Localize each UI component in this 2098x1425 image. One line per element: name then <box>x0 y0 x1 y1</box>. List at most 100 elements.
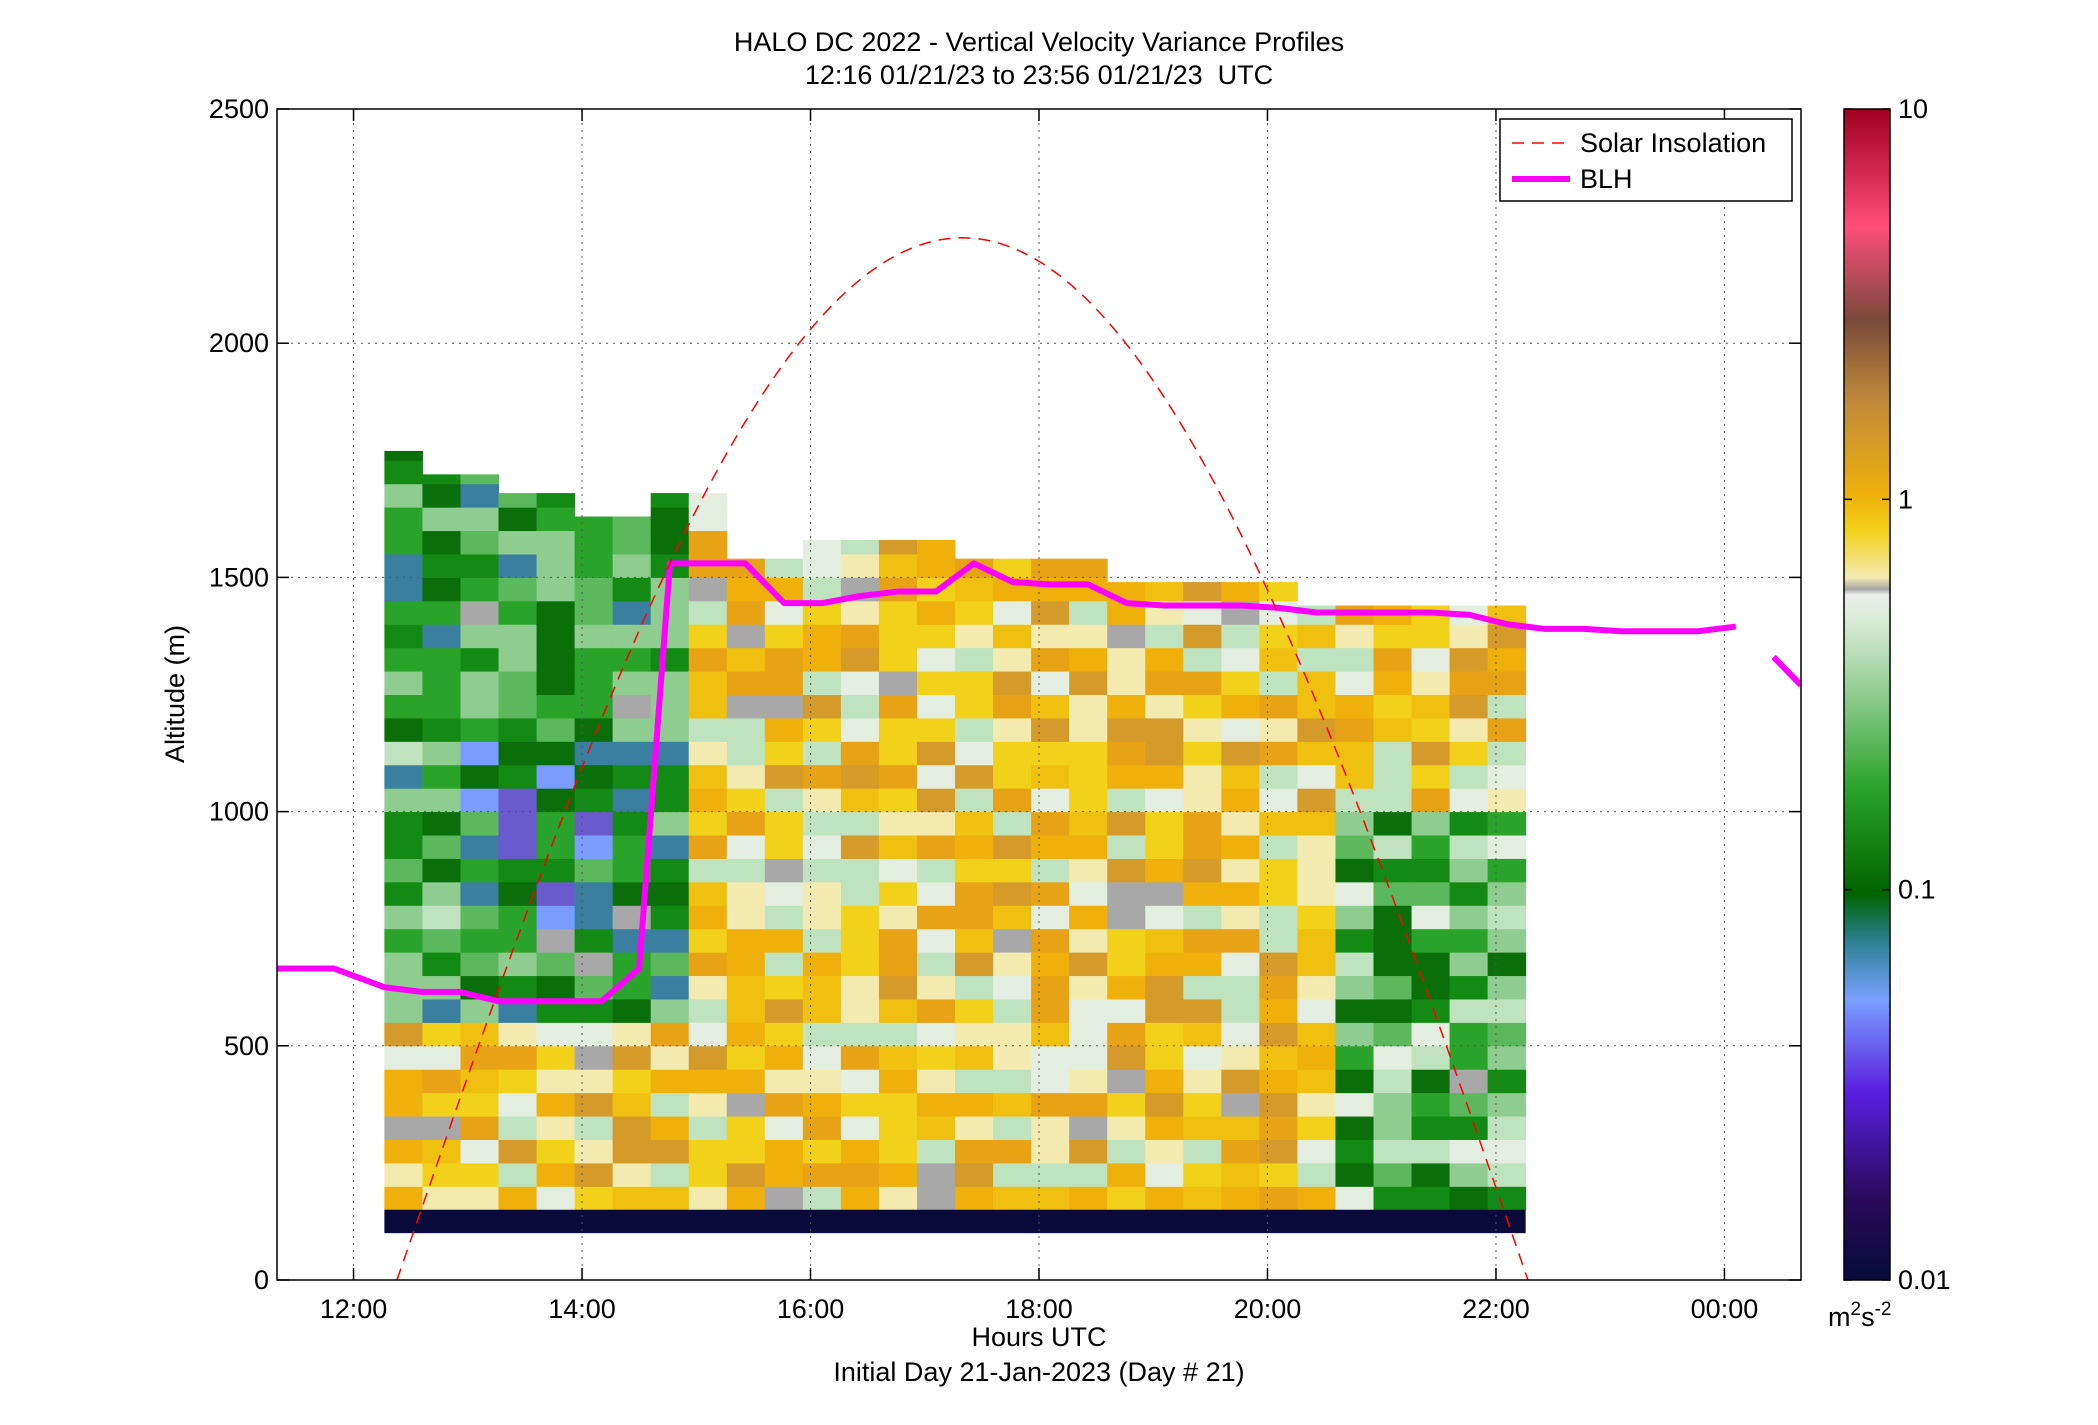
heatmap-cell <box>802 975 842 1000</box>
heatmap-cell <box>840 1045 880 1070</box>
heatmap-cell <box>1335 694 1375 719</box>
heatmap-cell <box>536 741 576 766</box>
heatmap-cell <box>1487 741 1527 766</box>
heatmap-cell <box>916 998 956 1023</box>
heatmap-cell <box>916 1069 956 1094</box>
heatmap-cell <box>878 647 918 672</box>
heatmap-cell <box>955 1162 994 1187</box>
colorbar-units: m2s-2 <box>1828 1299 1891 1332</box>
heatmap-cell <box>1107 975 1146 1000</box>
heatmap-cell <box>802 671 842 695</box>
heatmap-cell <box>1221 835 1260 859</box>
heatmap-cell <box>1183 788 1222 813</box>
heatmap-cell <box>384 460 423 485</box>
heatmap-cell <box>422 998 461 1023</box>
heatmap-cell <box>574 952 614 977</box>
heatmap-cell <box>993 764 1032 789</box>
heatmap-cell <box>726 1045 766 1070</box>
heatmap-cell <box>498 507 538 532</box>
heatmap-cell <box>726 905 766 930</box>
heatmap-cell <box>878 1186 918 1211</box>
heatmap-cell <box>878 952 918 977</box>
heatmap-cell <box>726 835 766 859</box>
heatmap-cell <box>1335 1092 1375 1117</box>
heatmap-cell <box>688 671 728 695</box>
heatmap-cell <box>612 764 652 789</box>
heatmap-cell <box>1069 788 1108 813</box>
heatmap-cell <box>993 600 1032 625</box>
heatmap-cell <box>612 1162 652 1187</box>
heatmap-cell <box>1411 811 1451 836</box>
heatmap-cell <box>1031 671 1070 695</box>
heatmap-cell <box>1031 905 1070 930</box>
colorbar-tick-label: 10 <box>1898 94 1928 124</box>
heatmap-cell <box>498 530 538 555</box>
heatmap-cell <box>1259 1162 1298 1187</box>
heatmap-cell <box>764 998 804 1023</box>
heatmap-cell <box>536 600 576 625</box>
heatmap-cell <box>422 1139 461 1164</box>
heatmap-cell <box>688 788 728 813</box>
heatmap-cell <box>460 553 500 578</box>
heatmap-cell <box>764 975 804 1000</box>
y-axis-label: Altitude (m) <box>160 625 190 763</box>
heatmap-cell <box>498 788 538 813</box>
heatmap-cell <box>993 858 1032 883</box>
heatmap-cell <box>1221 1022 1260 1047</box>
legend-blh-label: BLH <box>1580 164 1633 194</box>
heatmap-cell <box>955 717 994 742</box>
heatmap-cell <box>422 553 461 578</box>
heatmap-cell <box>612 624 652 649</box>
heatmap-cell <box>726 881 766 906</box>
heatmap-cell <box>1411 881 1451 906</box>
heatmap-cell <box>764 1045 804 1070</box>
heatmap-cell <box>840 1139 880 1164</box>
x-tick-label: 12:00 <box>320 1294 388 1324</box>
heatmap-cell <box>1183 764 1222 789</box>
heatmap-cell <box>840 1069 880 1094</box>
heatmap-cell <box>1297 975 1336 1000</box>
heatmap-cell <box>460 1162 500 1187</box>
heatmap-cell <box>764 1186 804 1211</box>
heatmap-cell <box>688 764 728 789</box>
heatmap-cell <box>1411 1092 1451 1117</box>
heatmap-cell <box>802 539 842 555</box>
heatmap-cell <box>726 1116 766 1140</box>
heatmap-cell <box>1297 1069 1336 1094</box>
heatmap-cell <box>955 1092 994 1117</box>
heatmap-cell <box>1221 1092 1260 1117</box>
heatmap-cell <box>726 671 766 695</box>
x-tick-label: 14:00 <box>548 1294 616 1324</box>
heatmap-cell <box>1487 1139 1527 1164</box>
heatmap-cell <box>802 1045 842 1070</box>
heatmap-cell <box>536 671 576 695</box>
heatmap-cell <box>1069 1162 1108 1187</box>
heatmap-cell <box>422 1092 461 1117</box>
heatmap-cell <box>1297 835 1336 859</box>
heatmap-cell <box>422 905 461 930</box>
heatmap-cell <box>955 928 994 953</box>
heatmap-cell <box>1183 905 1222 930</box>
heatmap-cell <box>1373 764 1413 789</box>
heatmap-cell <box>1449 952 1489 977</box>
heatmap-cell <box>1145 1045 1184 1070</box>
heatmap-cell <box>536 1045 576 1070</box>
heatmap-cell <box>422 474 461 485</box>
heatmap-cell <box>993 647 1032 672</box>
heatmap-cell <box>955 1069 994 1094</box>
heatmap-cell <box>688 717 728 742</box>
heatmap-cell <box>878 1116 918 1140</box>
heatmap-cell <box>1297 624 1336 649</box>
heatmap-cell <box>1335 858 1375 883</box>
heatmap-cell <box>955 741 994 766</box>
heatmap-cell <box>1449 671 1489 695</box>
heatmap-cell <box>802 1069 842 1094</box>
heatmap-cell <box>612 530 652 555</box>
heatmap-cell <box>536 1092 576 1117</box>
heatmap-cell <box>1449 788 1489 813</box>
heatmap-cell <box>1335 1045 1375 1070</box>
heatmap-cell <box>536 764 576 789</box>
heatmap-cell <box>1107 671 1146 695</box>
heatmap-cell <box>1487 858 1527 883</box>
heatmap-cell <box>612 1069 652 1094</box>
